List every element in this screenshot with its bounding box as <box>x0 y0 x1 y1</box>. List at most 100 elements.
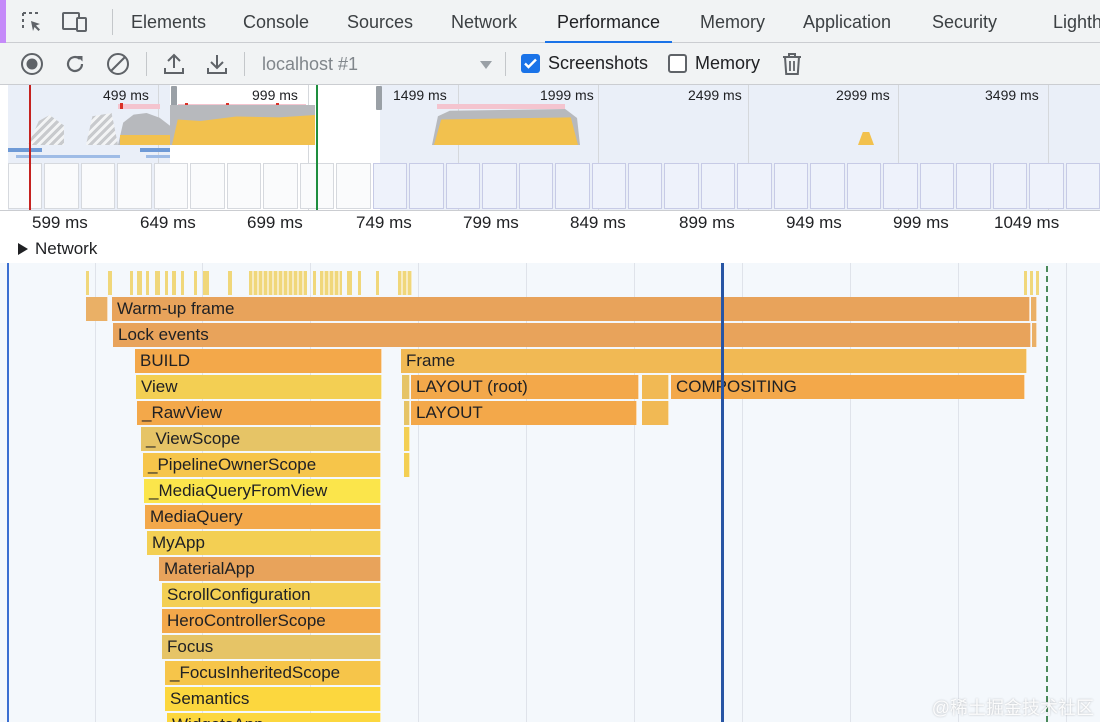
flame-event-stack[interactable]: _FocusInheritedScope <box>165 661 381 685</box>
overview-screenshot-strip[interactable] <box>8 163 1100 209</box>
flame-event-stack[interactable]: WidgetsApp <box>167 713 381 722</box>
screenshot-thumbnail[interactable] <box>8 163 43 209</box>
flame-event-frame[interactable]: Frame <box>401 349 1027 373</box>
flame-event[interactable] <box>404 401 410 425</box>
screenshot-thumbnail[interactable] <box>737 163 772 209</box>
record-button[interactable] <box>18 50 46 78</box>
screenshot-thumbnail[interactable] <box>409 163 444 209</box>
inspect-element-icon[interactable] <box>18 8 46 36</box>
screenshot-thumbnail[interactable] <box>153 163 189 209</box>
screenshot-thumbnail[interactable] <box>44 163 79 209</box>
flame-event[interactable] <box>86 297 108 321</box>
screenshot-thumbnail[interactable] <box>1065 163 1100 209</box>
screenshot-thumbnail[interactable] <box>518 163 554 209</box>
network-track-header[interactable]: Network <box>0 234 1100 263</box>
flame-event-stack[interactable]: ScrollConfiguration <box>162 583 381 607</box>
flame-event-compositing[interactable]: COMPOSITING <box>671 375 1025 399</box>
screenshot-thumbnail[interactable] <box>883 163 918 209</box>
screenshot-thumbnail[interactable] <box>555 163 590 209</box>
tab-console[interactable]: Console <box>243 12 310 32</box>
flame-event-stack[interactable]: MyApp <box>147 531 381 555</box>
event-tick <box>203 271 209 295</box>
garbage-collect-button[interactable] <box>778 50 806 78</box>
screenshot-thumbnail[interactable] <box>956 163 991 209</box>
screenshot-thumbnail[interactable] <box>263 163 298 209</box>
device-toolbar-icon[interactable] <box>61 8 89 36</box>
screenshot-thumbnail[interactable] <box>810 163 845 209</box>
clear-button[interactable] <box>104 50 132 78</box>
screenshot-thumbnail[interactable] <box>445 163 481 209</box>
overview-range-handle-right[interactable] <box>376 86 382 110</box>
screenshot-thumbnail[interactable] <box>773 163 809 209</box>
screenshot-thumbnail[interactable] <box>117 163 152 209</box>
screenshot-thumbnail[interactable] <box>372 163 408 209</box>
flame-event-stack[interactable]: Semantics <box>165 687 381 711</box>
tab-security[interactable]: Security <box>932 12 998 32</box>
flame-event-stack[interactable]: _ViewScope <box>141 427 381 451</box>
tab-performance[interactable]: Performance <box>544 0 673 44</box>
tab-sources[interactable]: Sources <box>347 12 414 32</box>
screenshot-thumbnail[interactable] <box>627 163 663 209</box>
tab-memory[interactable]: Memory <box>700 12 766 32</box>
performance-toolbar: localhost #1 Screenshots Memory <box>0 43 1100 85</box>
screenshot-thumbnail[interactable] <box>919 163 955 209</box>
flame-event-stack[interactable]: _RawView <box>137 401 381 425</box>
screenshot-thumbnail[interactable] <box>336 163 371 209</box>
screenshot-thumbnail[interactable] <box>591 163 626 209</box>
flame-event-stack[interactable]: Focus <box>162 635 381 659</box>
screenshot-thumbnail[interactable] <box>482 163 517 209</box>
timeline-overview[interactable]: 499 ms 999 ms 1499 ms 1999 ms 2499 ms 29… <box>0 85 1100 210</box>
screenshot-thumbnail[interactable] <box>992 163 1028 209</box>
screenshot-thumbnail[interactable] <box>190 163 225 209</box>
screenshot-thumbnail[interactable] <box>226 163 262 209</box>
flame-event[interactable] <box>642 375 669 399</box>
flame-event-stack[interactable]: HeroControllerScope <box>162 609 381 633</box>
flame-event[interactable] <box>404 427 410 451</box>
screenshots-checkbox[interactable] <box>521 54 540 73</box>
screenshot-thumbnail[interactable] <box>1029 163 1064 209</box>
overview-range-handle-left[interactable] <box>171 86 177 110</box>
screenshots-label[interactable]: Screenshots <box>548 53 649 73</box>
load-profile-button[interactable] <box>160 50 188 78</box>
screenshot-thumbnail[interactable] <box>700 163 736 209</box>
flame-event-stack[interactable]: View <box>136 375 382 399</box>
flame-event-layout-root[interactable]: LAYOUT (root) <box>411 375 639 399</box>
expand-triangle-icon[interactable] <box>18 243 28 255</box>
flame-gridline <box>850 263 851 722</box>
flame-event-warmup-frame[interactable]: Warm-up frame <box>112 297 1030 321</box>
screenshot-thumbnail[interactable] <box>846 163 882 209</box>
tab-network[interactable]: Network <box>451 12 518 32</box>
clear-icon <box>107 53 129 75</box>
screenshot-thumbnail[interactable] <box>80 163 116 209</box>
flame-event-stack[interactable]: MaterialApp <box>159 557 381 581</box>
event-tick <box>155 271 160 295</box>
target-select[interactable]: localhost #1 <box>252 51 496 77</box>
reload-record-button[interactable] <box>61 50 89 78</box>
overview-gridline <box>1048 85 1049 210</box>
flame-event-lock-events[interactable]: Lock events <box>113 323 1031 347</box>
flame-event-stack[interactable]: _PipelineOwnerScope <box>143 453 381 477</box>
memory-label[interactable]: Memory <box>695 53 761 73</box>
devtools-tabbar: Elements Console Sources Network Perform… <box>0 0 1100 44</box>
flame-event[interactable] <box>404 453 410 477</box>
flame-event[interactable] <box>1031 297 1037 321</box>
flame-event-layout[interactable]: LAYOUT <box>411 401 637 425</box>
flame-event[interactable] <box>402 375 410 399</box>
reload-icon <box>66 55 84 73</box>
tab-application[interactable]: Application <box>803 12 892 32</box>
save-profile-button[interactable] <box>203 50 231 78</box>
flame-event-stack[interactable]: _MediaQueryFromView <box>144 479 381 503</box>
flame-event-stack[interactable]: MediaQuery <box>145 505 381 529</box>
flame-event[interactable] <box>642 401 669 425</box>
memory-checkbox[interactable] <box>668 54 687 73</box>
event-tick <box>1024 271 1027 295</box>
tab-elements[interactable]: Elements <box>131 12 207 32</box>
ruler-tick: 749 ms <box>356 213 412 232</box>
upload-icon <box>164 53 184 74</box>
screenshot-thumbnail[interactable] <box>664 163 699 209</box>
flame-event[interactable] <box>1032 323 1037 347</box>
flame-event-build[interactable]: BUILD <box>135 349 382 373</box>
event-strip <box>0 271 1100 295</box>
tab-lighthouse[interactable]: Lighth <box>1053 12 1100 32</box>
ruler-tick: 949 ms <box>786 213 842 232</box>
